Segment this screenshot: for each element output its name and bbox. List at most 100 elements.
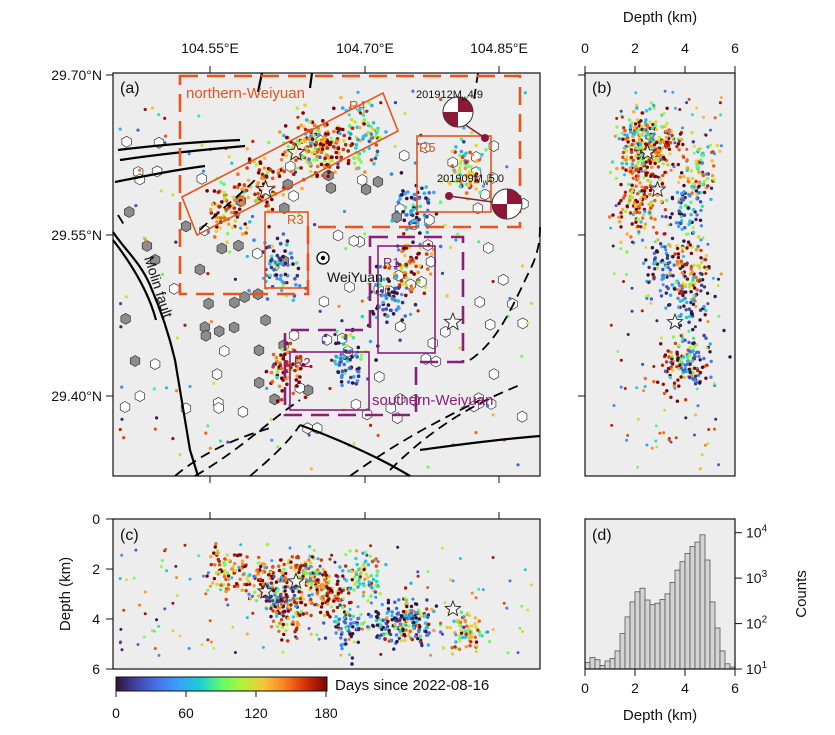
event-dot (677, 197, 681, 201)
event-dot (264, 204, 268, 208)
station-marker (447, 156, 458, 169)
event-dot (197, 114, 201, 118)
event-dot (614, 204, 618, 208)
event-dot (267, 245, 271, 249)
event-dot (359, 575, 362, 579)
event-dot (175, 576, 179, 580)
event-dot (667, 438, 671, 442)
event-dot (246, 195, 250, 200)
event-dot (176, 594, 179, 598)
event-dot (307, 157, 311, 161)
event-dot (342, 597, 345, 601)
event-dot (728, 355, 732, 359)
event-dot (669, 360, 673, 364)
colorbar: 0 60 120 180 Days since 2022-08-16 (112, 676, 489, 721)
event-dot (656, 238, 660, 242)
event-dot (624, 209, 628, 214)
event-dot (661, 382, 665, 386)
event-dot (422, 291, 427, 296)
event-dot (286, 144, 291, 149)
station-marker (141, 240, 153, 252)
event-dot (221, 583, 226, 587)
event-dot (159, 565, 163, 568)
event-dot (171, 601, 175, 605)
event-dot (328, 615, 332, 619)
event-dot (692, 185, 696, 189)
event-dot (687, 192, 691, 197)
event-dot (295, 626, 299, 631)
event-dot (710, 150, 714, 155)
event-dot (426, 267, 430, 271)
event-dot (687, 307, 691, 311)
lat-tick-label: 29.70°N (51, 67, 102, 83)
event-dot (349, 622, 353, 626)
event-dot (639, 202, 643, 207)
event-dot (393, 101, 398, 105)
histogram-bar (614, 650, 621, 670)
event-dot (676, 356, 680, 360)
event-dot (212, 646, 216, 650)
event-dot (705, 172, 709, 176)
event-dot (696, 244, 700, 249)
event-dot (377, 278, 382, 283)
event-dot (155, 618, 159, 622)
event-dot (640, 127, 644, 132)
event-dot (356, 345, 361, 350)
event-dot (241, 202, 246, 207)
event-dot (296, 266, 301, 271)
event-dot (379, 101, 383, 105)
event-dot (417, 196, 421, 201)
event-dot (644, 246, 648, 249)
event-dot (470, 130, 474, 135)
event-dot (258, 160, 263, 164)
fault-dashed (117, 214, 127, 229)
event-dot (351, 632, 355, 636)
event-dot (636, 465, 640, 469)
event-dot (351, 625, 355, 629)
event-dot (381, 300, 386, 305)
event-dot (143, 107, 147, 112)
station-marker (214, 325, 225, 338)
event-dot (424, 629, 428, 634)
event-dot (652, 142, 657, 147)
event-dot (308, 163, 312, 167)
event-dot (256, 171, 261, 175)
event-dot (339, 96, 343, 100)
mainshock-stars (255, 142, 463, 331)
event-dot (165, 569, 168, 573)
event-dot (624, 158, 628, 162)
event-dot (213, 235, 217, 239)
event-dot (390, 610, 394, 614)
event-dot (372, 161, 376, 166)
event-dot (257, 168, 262, 172)
event-dot (375, 149, 380, 154)
event-dot (693, 379, 697, 383)
event-dot (290, 255, 294, 260)
event-dot (206, 272, 210, 276)
event-dot (270, 176, 275, 181)
station-marker (391, 211, 402, 224)
event-dot (237, 565, 241, 569)
event-dot (283, 124, 288, 128)
event-dot (654, 424, 658, 428)
event-dot (409, 284, 414, 289)
event-dot (354, 572, 359, 577)
event-dot (346, 158, 351, 163)
event-dot (138, 168, 142, 172)
event-dot (634, 220, 638, 224)
event-dot (394, 619, 397, 623)
event-dot (649, 200, 654, 204)
event-dot (288, 341, 293, 346)
event-dot (160, 559, 164, 562)
event-dot (276, 445, 280, 449)
event-dot (274, 611, 279, 615)
event-dot (344, 642, 348, 646)
event-dot (359, 357, 363, 361)
event-dot (275, 614, 279, 618)
event-dot (662, 431, 666, 435)
event-dot (339, 653, 343, 657)
event-201909-label: 201909Mw5.0 (437, 173, 504, 187)
event-dot (682, 213, 687, 217)
event-dot (698, 147, 702, 151)
event-dot (208, 584, 212, 588)
